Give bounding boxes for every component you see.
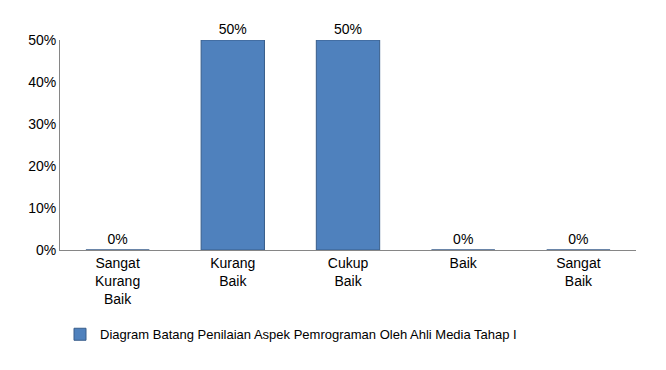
- svg-text:SangatKurangBaik: SangatKurangBaik: [95, 255, 140, 307]
- svg-text:0%: 0%: [453, 231, 473, 247]
- svg-text:Baik: Baik: [450, 255, 478, 271]
- svg-text:Diagram Batang Penilaian Aspek: Diagram Batang Penilaian Aspek Pemrogram…: [100, 327, 517, 342]
- svg-text:10%: 10%: [28, 200, 56, 216]
- svg-text:50%: 50%: [219, 21, 247, 37]
- svg-text:SangatBaik: SangatBaik: [556, 255, 600, 289]
- svg-text:50%: 50%: [28, 32, 56, 48]
- svg-text:20%: 20%: [28, 158, 56, 174]
- svg-text:50%: 50%: [334, 21, 362, 37]
- svg-text:0%: 0%: [36, 242, 56, 258]
- svg-text:CukupBaik: CukupBaik: [328, 255, 369, 289]
- svg-text:30%: 30%: [28, 116, 56, 132]
- svg-text:40%: 40%: [28, 74, 56, 90]
- svg-text:KurangBaik: KurangBaik: [210, 255, 255, 289]
- svg-text:0%: 0%: [568, 231, 588, 247]
- svg-text:0%: 0%: [107, 231, 127, 247]
